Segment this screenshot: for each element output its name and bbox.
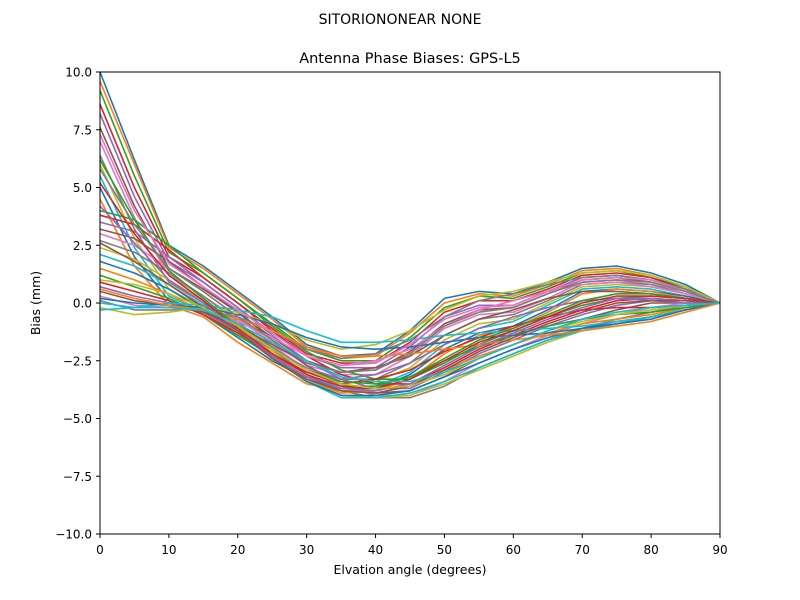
series-line [99, 159, 721, 385]
series-line [99, 279, 721, 390]
series-line [99, 302, 721, 383]
y-tick-label: 10.0 [65, 66, 92, 80]
y-tick-label: −2.5 [63, 354, 92, 368]
series-line [99, 182, 721, 390]
x-tick-label: 10 [161, 543, 176, 557]
y-tick-label: −7.5 [63, 470, 92, 484]
x-tick-label: 60 [506, 543, 521, 557]
y-tick-label: −5.0 [63, 412, 92, 426]
y-tick-label: 5.0 [73, 181, 92, 195]
y-axis-label: Bias (mm) [28, 271, 43, 335]
series-line [99, 168, 721, 374]
x-tick-label: 20 [230, 543, 245, 557]
series-line [99, 302, 721, 344]
y-tick-label: 2.5 [73, 239, 92, 253]
y-tick-label: −10.0 [55, 528, 92, 542]
y-axis-ticks: 10.0 7.5 5.0 2.5 0.0 −2.5 −5.0 −7.5 −10.0 [55, 66, 100, 542]
series-line [99, 127, 721, 374]
series-lines [99, 71, 721, 399]
y-tick-label: 0.0 [73, 297, 92, 311]
series-line [99, 281, 721, 385]
chart-suptitle: SITORIONONEAR NONE [319, 12, 482, 28]
series-line [99, 134, 721, 367]
x-tick-label: 80 [643, 543, 658, 557]
x-axis-ticks: 0 10 20 30 40 50 60 70 80 90 [96, 534, 728, 557]
series-line [99, 221, 721, 390]
series-line [99, 205, 721, 392]
x-tick-label: 30 [299, 543, 314, 557]
series-line [99, 113, 721, 369]
series-line [99, 80, 721, 360]
x-tick-label: 90 [712, 543, 727, 557]
chart-title: Antenna Phase Biases: GPS-L5 [299, 51, 521, 67]
x-tick-label: 0 [96, 543, 104, 557]
series-line [99, 290, 721, 374]
x-tick-label: 70 [575, 543, 590, 557]
y-tick-label: 7.5 [73, 123, 92, 137]
x-axis-label: Elvation angle (degrees) [333, 562, 486, 577]
x-tick-label: 40 [368, 543, 383, 557]
x-tick-label: 50 [437, 543, 452, 557]
